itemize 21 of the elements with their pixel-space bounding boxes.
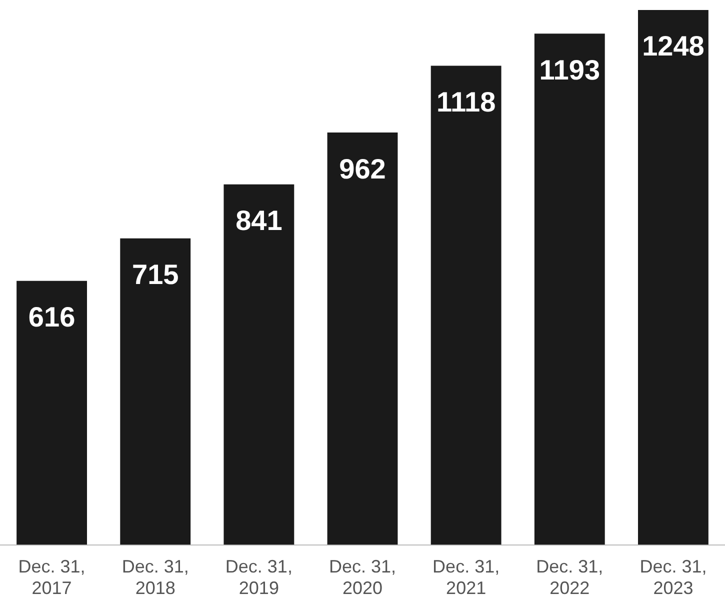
data-label: 1248 bbox=[642, 30, 704, 62]
bar bbox=[430, 66, 502, 545]
x-tick-label: Dec. 31, 2023 bbox=[640, 556, 707, 598]
bar bbox=[224, 184, 294, 545]
bar bbox=[327, 132, 398, 545]
x-tick-label: Dec. 31, 2017 bbox=[18, 556, 86, 598]
bar bbox=[534, 34, 605, 545]
data-label: 1118 bbox=[436, 86, 496, 118]
x-tick-label: Dec. 31, 2019 bbox=[225, 556, 292, 598]
x-tick-label: Dec. 31, 2022 bbox=[536, 556, 604, 598]
x-tick-label: Dec. 31, 2021 bbox=[432, 556, 500, 598]
data-label: 1193 bbox=[539, 54, 600, 86]
data-label: 715 bbox=[132, 259, 179, 290]
data-label: 616 bbox=[28, 302, 76, 333]
data-label: 841 bbox=[236, 205, 282, 236]
bar bbox=[16, 280, 87, 545]
x-tick-label: Dec. 31, 2020 bbox=[328, 556, 396, 598]
bar bbox=[120, 238, 191, 545]
x-tick-label: Dec. 31, 2018 bbox=[122, 556, 189, 598]
data-label: 962 bbox=[339, 153, 386, 184]
bar bbox=[638, 10, 708, 545]
